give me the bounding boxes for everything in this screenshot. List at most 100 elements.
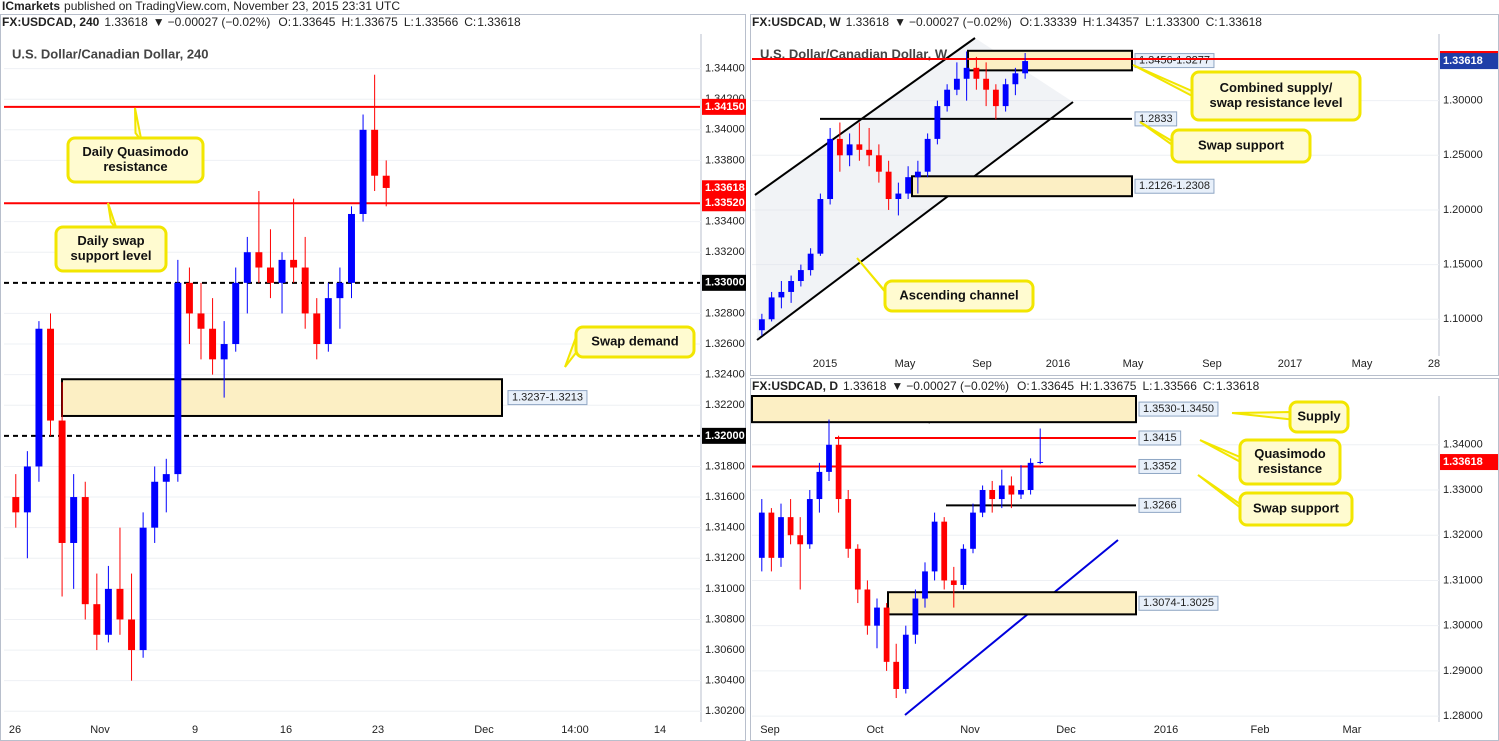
y-tick-label: 1.33400 <box>705 216 745 228</box>
x-tick-label: 28 <box>1428 358 1440 370</box>
zone-label: 1.3074-1.3025 <box>1143 597 1214 609</box>
callout-text: Daily Quasimodo <box>82 144 188 159</box>
x-tick-label: Nov <box>90 724 110 736</box>
callout <box>1170 128 1312 164</box>
candle-body <box>950 580 957 585</box>
y-tick-label: 1.32600 <box>705 338 745 350</box>
header-text: O: <box>1017 379 1030 393</box>
candle-body <box>1008 485 1015 495</box>
candle-body <box>856 144 863 150</box>
header-text: H: <box>1080 379 1092 393</box>
callout-text: Daily swap <box>77 233 144 248</box>
candle-body <box>778 291 785 298</box>
price-tag: 1.33618 <box>705 182 745 194</box>
candle-body <box>854 548 861 590</box>
level-label-box <box>1138 430 1182 446</box>
x-tick-label: Nov <box>960 724 980 736</box>
header-text: L: <box>404 15 414 29</box>
callout-text: Swap demand <box>591 333 678 348</box>
y-tick-label: 1.15000 <box>1443 259 1483 271</box>
y-tick-label: 1.33200 <box>705 246 745 258</box>
zone-label-box <box>1134 53 1215 69</box>
header-text: 1.33566 <box>1154 379 1198 393</box>
y-tick-label: 1.31800 <box>705 460 745 472</box>
zone <box>967 49 1133 72</box>
zone-label-box <box>507 390 588 406</box>
level-label: 1.3352 <box>1143 460 1177 472</box>
candle-body <box>992 89 999 107</box>
header-text: 1.33339 <box>1033 15 1077 29</box>
candle-body <box>885 171 892 200</box>
chart-title: U.S. Dollar/Canadian Dollar, 240 <box>12 46 209 61</box>
price-tag: 1.33000 <box>705 277 745 289</box>
header-text: H: <box>1083 15 1095 29</box>
x-tick-label: 2017 <box>1278 358 1302 370</box>
header-text: 1.33618 <box>846 15 890 29</box>
header-text: FX:USDCAD, D <box>752 379 838 393</box>
callout-text: Ascending channel <box>899 287 1018 302</box>
x-tick-label: 23 <box>372 724 384 736</box>
callout <box>574 325 696 359</box>
candle-body <box>382 175 390 188</box>
candle-body <box>758 512 765 558</box>
panel <box>750 378 1499 741</box>
level-label-box <box>1138 497 1182 513</box>
callout-text: Supply <box>1297 408 1341 423</box>
candle-body <box>151 481 159 528</box>
candle-body <box>778 517 784 558</box>
y-tick-label: 1.30200 <box>705 705 745 717</box>
candle-body <box>185 282 193 314</box>
candle-body <box>359 129 367 214</box>
candle-body <box>255 252 263 268</box>
candle-body <box>197 313 205 329</box>
header-text: L: <box>1145 15 1155 29</box>
candle-body <box>47 328 54 421</box>
price-tag-box <box>702 274 746 291</box>
price-tag: 1.33618 <box>1443 55 1483 67</box>
header-text: FX:USDCAD, 240 <box>2 15 100 29</box>
candle-body <box>787 517 794 536</box>
candle-body <box>348 213 355 283</box>
candle-body <box>836 138 843 156</box>
header-text: 1.33645 <box>292 15 336 29</box>
candle-body <box>232 282 240 345</box>
candle-body <box>934 106 941 139</box>
callout <box>54 225 168 273</box>
zone <box>887 591 1137 616</box>
candle-body <box>895 193 902 200</box>
x-tick-label: Feb <box>1251 724 1270 736</box>
header-text: 1.33300 <box>1156 15 1200 29</box>
price-tag: 1.32000 <box>705 430 745 442</box>
y-tick-label: 1.20000 <box>1443 204 1483 216</box>
header-text: published on TradingView.com, November 2… <box>64 0 400 13</box>
trend-line <box>904 539 1119 716</box>
y-tick-label: 1.30400 <box>705 675 745 687</box>
x-tick-label: 14 <box>654 724 666 736</box>
x-tick-label: Sep <box>1202 358 1222 370</box>
candle-body <box>139 527 147 651</box>
level-label-box <box>1134 111 1178 127</box>
candle-body <box>874 607 880 626</box>
y-tick-label: 1.29000 <box>1443 665 1483 677</box>
candle-body <box>983 78 990 90</box>
zone-label: 1.3456-1.3277 <box>1139 54 1210 66</box>
candle-body <box>998 485 1005 500</box>
candle-body <box>989 489 996 500</box>
candle-body <box>104 588 112 635</box>
header-text: ICmarkets <box>2 0 60 13</box>
chart-title: U.S. Dollar/Canadian Dollar, W <box>760 46 948 61</box>
candle-body <box>336 282 344 299</box>
candle-body <box>220 344 228 360</box>
candle-body <box>931 521 938 572</box>
candle-body <box>243 252 251 283</box>
callout-text: Swap support <box>1198 137 1285 152</box>
x-tick-label: Sep <box>760 724 780 736</box>
zone-label: 1.3530-1.3450 <box>1143 403 1214 415</box>
price-tag-box <box>702 98 746 115</box>
candle-body <box>835 444 842 500</box>
candle-body <box>12 497 20 513</box>
callout-text: Combined supply/ <box>1220 80 1333 95</box>
candle-body <box>324 298 332 345</box>
candle-body <box>922 571 928 599</box>
header-text: 1.33618 <box>477 15 521 29</box>
